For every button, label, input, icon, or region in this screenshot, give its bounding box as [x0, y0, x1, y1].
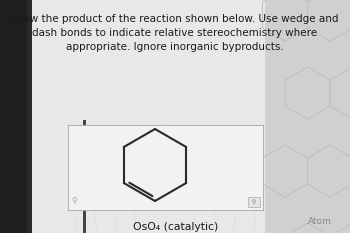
Bar: [248, 197, 260, 207]
Bar: [68, 125, 263, 210]
Bar: [27, 0, 32, 233]
Text: ⚲: ⚲: [252, 199, 256, 205]
Text: ⚲: ⚲: [71, 196, 77, 205]
Bar: [83, 120, 86, 233]
Text: Atom: Atom: [308, 217, 332, 226]
Text: Draw the product of the reaction shown below. Use wedge and
dash bonds to indica: Draw the product of the reaction shown b…: [11, 14, 339, 52]
Text: OsO₄ (catalytic): OsO₄ (catalytic): [133, 222, 218, 232]
Bar: [265, 0, 350, 233]
Bar: [0, 0, 27, 233]
